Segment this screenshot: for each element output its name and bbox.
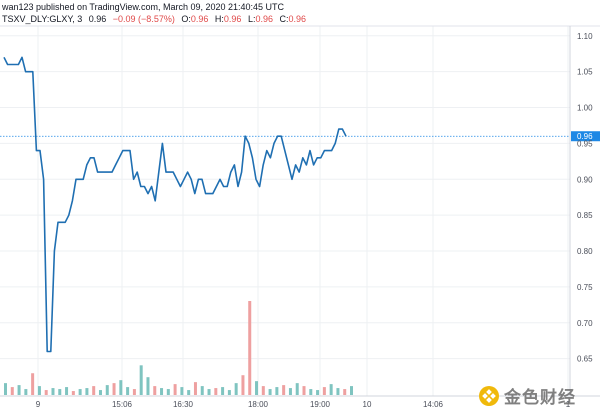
price-tick-label: 0.70 bbox=[577, 319, 593, 328]
volume-bar bbox=[302, 386, 306, 395]
price-series bbox=[3, 56, 347, 353]
time-axis: 9 15:06 16:30 18:00 19:00 10 14:06 1 bbox=[36, 400, 571, 409]
time-tick-label: 1 bbox=[566, 400, 571, 409]
volume-bar bbox=[132, 389, 136, 395]
volume-bar bbox=[24, 389, 28, 395]
volume-bar bbox=[4, 383, 7, 395]
volume-bar bbox=[350, 386, 353, 395]
price-tick-label: 1.10 bbox=[577, 32, 593, 41]
time-tick-label: 18:00 bbox=[248, 400, 269, 409]
volume-bar bbox=[78, 389, 82, 395]
ohlc-close-value: 0.96 bbox=[288, 14, 307, 24]
volume-bar bbox=[316, 390, 320, 395]
volume-bar bbox=[37, 386, 41, 395]
volume-bar bbox=[153, 386, 157, 395]
time-tick-label: 16:30 bbox=[173, 400, 194, 409]
current-price-line-group: 0.96 bbox=[0, 131, 600, 142]
time-tick-label: 10 bbox=[363, 400, 372, 409]
price-tick-label: 0.95 bbox=[577, 139, 593, 148]
last-price: 0.96 bbox=[88, 14, 107, 24]
ohlc-open-value: 0.96 bbox=[190, 14, 209, 24]
volume-bar bbox=[288, 388, 292, 395]
ohlc-low-label: L: bbox=[247, 14, 256, 24]
volume-bar bbox=[227, 390, 231, 395]
volume-bar bbox=[193, 382, 197, 395]
volume-bar bbox=[214, 388, 218, 395]
price-tick-label: 0.80 bbox=[577, 247, 593, 256]
volume-bar bbox=[207, 389, 211, 395]
price-change: −0.09 (−8.57%) bbox=[112, 14, 175, 24]
volume-bar bbox=[234, 383, 238, 395]
volume-bar bbox=[221, 387, 225, 395]
time-tick-label: 14:06 bbox=[423, 400, 444, 409]
volume-bar bbox=[187, 390, 191, 395]
price-tick-label: 0.75 bbox=[577, 283, 593, 292]
volume-bar bbox=[119, 380, 123, 395]
volume-bar bbox=[173, 384, 177, 395]
volume-bar bbox=[146, 377, 150, 395]
volume-bar bbox=[248, 301, 252, 395]
volume-bar bbox=[92, 386, 96, 395]
watermark: 金色财经 bbox=[479, 383, 576, 408]
symbol-name[interactable]: TSXV_DLY:GLXY, 3 bbox=[2, 14, 83, 24]
volume-bar bbox=[241, 375, 245, 395]
price-tick-label: 0.65 bbox=[577, 355, 593, 364]
ohlc-high-label: H: bbox=[214, 14, 224, 24]
ohlc-low-value: 0.96 bbox=[255, 14, 273, 24]
ohlc-open-label: O: bbox=[181, 14, 191, 24]
price-axis: 1.10 1.05 1.00 0.95 0.90 0.85 0.80 0.75 0.70 0.65 bbox=[577, 32, 593, 364]
volume-bar bbox=[139, 365, 143, 395]
time-tick-label: 9 bbox=[36, 400, 41, 409]
volume-bar bbox=[275, 387, 279, 395]
volume-bar bbox=[322, 387, 326, 395]
volume-bars bbox=[4, 301, 353, 395]
volume-bar bbox=[65, 387, 69, 395]
volume-bar bbox=[112, 383, 116, 395]
volume-bar bbox=[31, 373, 35, 395]
volume-bar bbox=[71, 391, 75, 395]
volume-bar bbox=[85, 388, 89, 395]
volume-bar bbox=[166, 389, 170, 395]
grid-lines bbox=[0, 26, 570, 396]
price-tick-label: 0.85 bbox=[577, 211, 593, 220]
watermark-text: 金色财经 bbox=[504, 388, 576, 408]
volume-bar bbox=[200, 386, 204, 395]
price-tick-label: 1.05 bbox=[577, 68, 593, 77]
price-tick-label: 0.90 bbox=[577, 175, 593, 184]
volume-bar bbox=[105, 385, 109, 395]
volume-bar bbox=[343, 389, 347, 395]
volume-bar bbox=[268, 389, 272, 395]
symbol-legend: TSXV_DLY:GLXY, 3 0.96 −0.09 (−8.57%) O:0… bbox=[2, 13, 306, 25]
volume-bar bbox=[261, 386, 265, 395]
volume-bar bbox=[126, 387, 130, 395]
volume-bar bbox=[180, 387, 184, 395]
volume-bar bbox=[10, 387, 14, 395]
volume-bar bbox=[282, 385, 286, 395]
volume-bar bbox=[336, 388, 340, 395]
current-price-tag bbox=[571, 131, 600, 142]
time-tick-label: 15:06 bbox=[112, 400, 133, 409]
ohlc-close-label: C: bbox=[279, 14, 289, 24]
volume-bar bbox=[255, 381, 259, 395]
time-tick-label: 19:00 bbox=[310, 400, 331, 409]
volume-bar bbox=[295, 383, 299, 395]
volume-bar bbox=[58, 389, 62, 395]
watermark-logo-icon bbox=[479, 385, 499, 406]
volume-bar bbox=[17, 385, 21, 395]
volume-bar bbox=[51, 388, 55, 395]
published-by-line: wan123 published on TradingView.com, Mar… bbox=[2, 2, 285, 12]
volume-bar bbox=[44, 390, 48, 395]
ohlc-high-value: 0.96 bbox=[223, 14, 242, 24]
price-series-line bbox=[3, 56, 347, 353]
volume-bar bbox=[309, 389, 313, 395]
price-tick-label: 1.00 bbox=[577, 104, 593, 113]
current-price-label: 0.96 bbox=[577, 132, 593, 141]
volume-bar bbox=[98, 390, 102, 395]
volume-bar bbox=[160, 388, 164, 395]
volume-bar bbox=[329, 384, 333, 395]
